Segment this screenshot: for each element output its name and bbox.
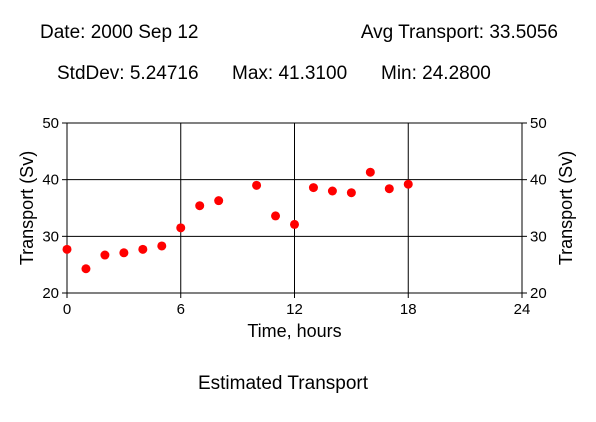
x-axis-label: Time, hours (247, 321, 341, 341)
y-tick-label-right: 30 (530, 228, 547, 245)
data-point (308, 183, 318, 193)
y-tick-label-left: 20 (42, 285, 59, 302)
stddev-label: StdDev: 5.24716 (57, 63, 199, 84)
x-tick-label: 24 (514, 301, 531, 318)
data-point (81, 264, 91, 274)
x-tick-label: 12 (286, 301, 303, 318)
avg-transport-label: Avg Transport: 33.5056 (360, 22, 558, 43)
data-point (365, 167, 375, 177)
grid-lines (67, 123, 522, 293)
y-axis-label-right: Transport (Sv) (556, 151, 576, 265)
y-tick-label-left: 30 (42, 228, 59, 245)
date-label: Date: 2000 Sep 12 (40, 22, 199, 43)
data-point (195, 201, 205, 211)
data-point (346, 188, 356, 198)
data-points (62, 167, 413, 274)
y-tick-label-right: 20 (530, 285, 547, 302)
data-point (62, 244, 72, 254)
data-point (119, 248, 129, 258)
data-point (176, 223, 186, 233)
y-axis-label-left: Transport (Sv) (17, 151, 37, 265)
data-point (157, 241, 167, 251)
data-point (271, 211, 281, 221)
data-point (403, 179, 413, 189)
chart-caption: Estimated Transport (197, 373, 369, 394)
y-tick-label-right: 50 (530, 115, 547, 132)
data-point (100, 250, 110, 260)
y-tick-label-right: 40 (530, 172, 547, 189)
max-label: Max: 41.3100 (232, 63, 348, 84)
data-point (138, 244, 148, 254)
y-tick-label-left: 40 (42, 172, 59, 189)
x-tick-label: 6 (177, 301, 185, 318)
min-label: Min: 24.2800 (381, 63, 491, 84)
data-point (214, 196, 224, 206)
data-point (384, 184, 394, 194)
data-point (327, 186, 337, 196)
x-tick-label: 18 (400, 301, 417, 318)
x-tick-label: 0 (63, 301, 71, 318)
data-point (252, 180, 262, 190)
data-point (290, 219, 299, 229)
y-tick-label-left: 50 (42, 115, 59, 132)
